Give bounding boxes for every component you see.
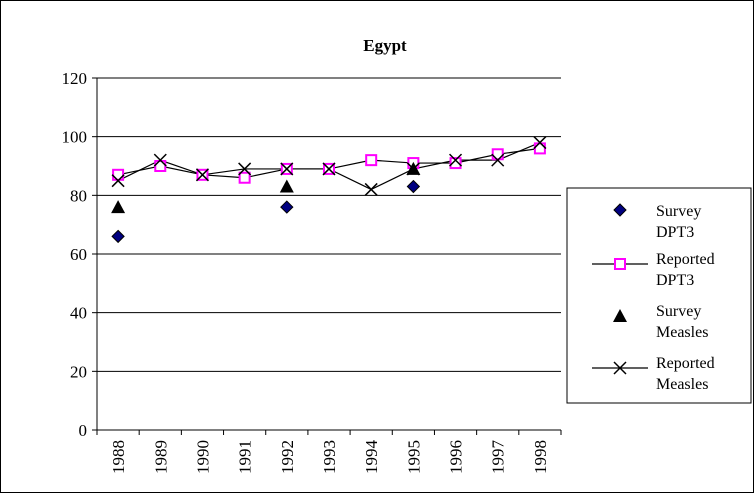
point-measles-survey-1988 (111, 200, 126, 214)
point-measles-reported-1989 (153, 153, 167, 167)
x-tick-label-1994: 1994 (362, 440, 381, 475)
point-measles-reported-1988-stroke-b (111, 174, 125, 188)
point-measles-reported-1998 (533, 136, 547, 150)
point-measles-survey-1992 (279, 179, 294, 193)
point-measles-reported-1997 (491, 153, 505, 167)
point-measles-reported-1993-stroke-b (322, 162, 336, 176)
point-measles-reported-1990-stroke-b (195, 168, 209, 182)
legend-marker-measles-reported-stroke-b (613, 361, 627, 375)
legend-label-measles-reported-0: Reported (656, 355, 715, 372)
point-measles-reported-1991 (238, 162, 252, 176)
x-tick-label-1997: 1997 (489, 440, 508, 475)
point-measles-reported-1991-stroke-b (238, 162, 252, 176)
point-measles-reported-1996 (449, 153, 463, 167)
point-dpt3-survey-1988 (111, 229, 125, 244)
x-tick-label-1990: 1990 (193, 440, 212, 474)
legend-label-measles-survey-0: Survey (656, 303, 701, 320)
y-tick-label-0: 0 (79, 421, 88, 440)
legend-box (566, 187, 752, 404)
x-tick-label-1996: 1996 (447, 440, 466, 474)
x-tick-label-1988: 1988 (109, 440, 128, 474)
x-tick-labels: 1988 1989 1990 1991 1992 1993 1994 1995 1996 1997… (109, 440, 550, 475)
point-dpt3-survey-1992 (280, 200, 294, 214)
point-measles-reported-1995 (406, 162, 420, 176)
legend-marker-measles-reported (613, 361, 627, 375)
point-measles-reported-1995-stroke-b (406, 162, 420, 176)
series-group (111, 136, 547, 244)
point-measles-reported-1992 (280, 162, 294, 176)
legend-marker-dpt3-reported (614, 258, 626, 270)
point-dpt3-reported-1988 (112, 168, 125, 181)
point-measles-reported-1994-stroke-b (364, 182, 378, 196)
point-dpt3-reported-1998 (533, 142, 546, 155)
point-dpt3-reported-1996 (449, 157, 462, 170)
y-tick-label-100: 100 (62, 128, 88, 147)
x-tick-label-1993: 1993 (320, 440, 339, 474)
x-tick-label-1992: 1992 (278, 440, 297, 474)
legend: Survey DPT3 Reported DPT3 Survey Measles Repor… (566, 187, 752, 404)
x-tick-label-1989: 1989 (151, 440, 170, 474)
y-tick-label-80: 80 (70, 186, 87, 205)
point-measles-reported-1993 (322, 162, 336, 176)
chart-title: Egypt (363, 36, 407, 55)
y-tick-label-120: 120 (62, 69, 88, 88)
y-tick-label-40: 40 (70, 304, 87, 323)
x-tick-label-1991: 1991 (236, 440, 255, 474)
y-tick-label-60: 60 (70, 245, 87, 264)
legend-marker-measles-survey (613, 309, 627, 322)
point-dpt3-reported-1989 (154, 160, 167, 172)
point-measles-reported-1997-stroke-b (491, 153, 505, 167)
legend-marker-dpt3-survey (613, 203, 627, 217)
point-measles-reported-1990 (195, 168, 209, 182)
legend-label-measles-survey-1: Measles (656, 324, 708, 341)
x-tick-label-1998: 1998 (531, 440, 550, 474)
point-measles-reported-1988 (111, 174, 125, 188)
point-measles-reported-1996-stroke-b (449, 153, 463, 167)
axes (92, 77, 562, 435)
legend-label-dpt3-survey-1: DPT3 (656, 224, 694, 241)
point-dpt3-survey-1995 (406, 179, 421, 194)
x-tick-label-1995: 1995 (404, 440, 423, 474)
point-measles-reported-1994 (364, 182, 378, 196)
legend-label-measles-reported-1: Measles (656, 376, 708, 393)
point-dpt3-reported-1994 (365, 154, 378, 167)
y-tick-labels: 0 20 40 60 80 100 120 (62, 69, 88, 440)
gridlines (97, 77, 561, 372)
point-dpt3-reported-1997 (491, 148, 504, 161)
legend-label-dpt3-reported-0: Reported (656, 251, 715, 268)
point-dpt3-reported-1991 (238, 171, 251, 184)
legend-label-dpt3-survey-0: Survey (656, 203, 701, 220)
point-measles-reported-1989-stroke-b (153, 153, 167, 167)
point-measles-reported-1992-stroke-b (280, 162, 294, 176)
y-tick-label-20: 20 (70, 362, 87, 381)
legend-label-dpt3-reported-1: DPT3 (656, 272, 694, 289)
point-measles-reported-1998-stroke-b (533, 136, 547, 150)
